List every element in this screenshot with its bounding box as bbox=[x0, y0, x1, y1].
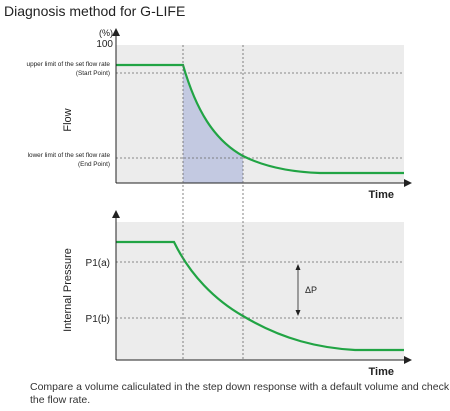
bottom-x-axis-arrow bbox=[404, 356, 412, 364]
bottom-x-axis-label: Time bbox=[369, 366, 394, 378]
lower-limit-sublabel: (End Point) bbox=[78, 161, 110, 168]
upper-limit-label: upper limit of the set flow rate bbox=[27, 61, 111, 68]
flow-curve bbox=[116, 63, 404, 175]
top-x-axis-arrow bbox=[404, 179, 412, 187]
top-y-unit: (%) bbox=[99, 28, 113, 38]
delta-p-arrow-head-top bbox=[295, 264, 301, 270]
p1a-label: P1(a) bbox=[86, 258, 110, 269]
bottom-y-axis-label: Internal Pressure bbox=[62, 248, 74, 332]
lower-limit-label: lower limit of the set flow rate bbox=[28, 152, 111, 159]
delta-p-label: ΔP bbox=[305, 285, 317, 295]
p1b-label: P1(b) bbox=[86, 314, 110, 325]
top-y-axis-label: Flow bbox=[62, 108, 74, 131]
diagram-title: Diagnosis method for G-LIFE bbox=[4, 3, 186, 19]
top-x-axis-label: Time bbox=[369, 189, 394, 201]
top-plot-background bbox=[116, 45, 404, 183]
flow-integral-area bbox=[183, 65, 243, 183]
top-y-max-label: 100 bbox=[96, 39, 113, 50]
pressure-curve bbox=[116, 240, 404, 352]
top-y-axis-arrow bbox=[112, 28, 120, 36]
delta-p-arrow-head-bottom bbox=[295, 310, 301, 316]
bottom-y-axis-arrow bbox=[112, 210, 120, 218]
upper-limit-sublabel: (Start Point) bbox=[76, 70, 110, 77]
bottom-plot-background bbox=[116, 222, 404, 360]
diagram-caption: Compare a volume caliculated in the step… bbox=[30, 381, 450, 406]
